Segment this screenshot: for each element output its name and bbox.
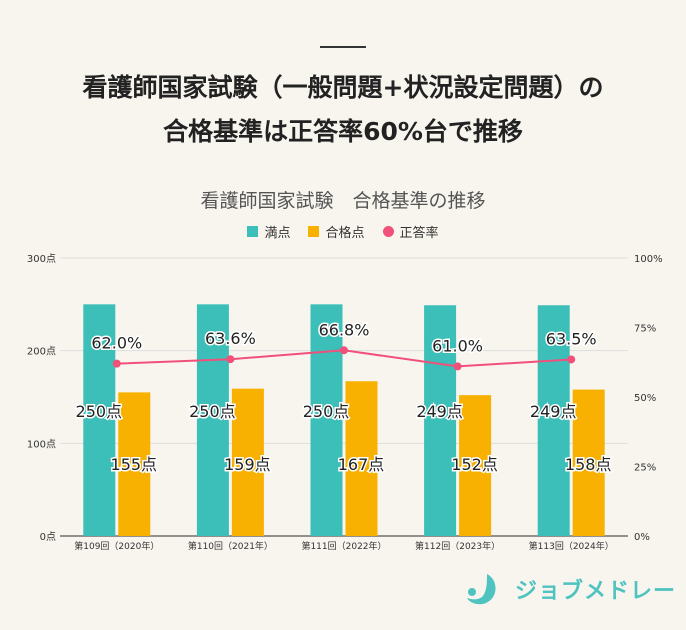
logo-icon	[467, 574, 496, 605]
legend-swatch	[382, 226, 394, 237]
divider	[320, 46, 366, 48]
page-title-line2: 合格基準は正答率60%台で推移	[163, 117, 523, 146]
legend-label: 合格点	[325, 226, 365, 241]
bar-pass-score	[231, 388, 264, 536]
data-label-full-score: 249点	[416, 402, 463, 421]
x-tick-label: 第112回（2023年）	[415, 540, 500, 552]
data-label-pass-score: 159点	[224, 455, 271, 474]
bar-full-score	[310, 304, 343, 536]
right-tick-label: 100%	[634, 254, 663, 265]
legend: 満点 合格点 正答率	[0, 222, 686, 241]
data-label-pass-rate: 62.0%	[91, 334, 142, 353]
legend-item: 正答率	[382, 222, 439, 241]
left-tick-label: 0点	[40, 531, 56, 543]
right-tick-label: 0%	[634, 532, 650, 543]
data-label-full-score: 250点	[303, 402, 350, 421]
point-pass-rate	[112, 359, 121, 368]
data-label-pass-score: 152点	[451, 455, 498, 474]
bar-full-score	[537, 305, 570, 536]
chart-title: 看護師国家試験 合格基準の推移	[200, 190, 486, 212]
page-title-line1: 看護師国家試験（一般問題+状況設定問題）の	[82, 73, 604, 102]
legend-swatch	[247, 226, 259, 237]
x-tick-label: 第110回（2021年）	[188, 540, 273, 552]
data-label-full-score: 250点	[76, 402, 123, 421]
data-label-pass-score: 155点	[111, 455, 158, 474]
data-label-pass-rate: 63.5%	[546, 329, 597, 348]
left-tick-label: 100点	[27, 438, 56, 450]
left-tick-label: 200点	[27, 346, 56, 358]
right-tick-label: 25%	[634, 463, 656, 474]
logo: ジョブメドレー	[465, 572, 676, 606]
legend-item: 満点	[247, 222, 290, 241]
x-tick-label: 第113回（2024年）	[529, 540, 614, 552]
legend-swatch	[308, 226, 320, 237]
right-tick-label: 50%	[634, 393, 656, 404]
data-label-pass-rate: 63.6%	[205, 329, 256, 348]
bar-full-score	[196, 304, 229, 536]
bar-pass-score	[459, 395, 492, 536]
data-label-full-score: 250点	[189, 402, 236, 421]
point-pass-rate	[567, 355, 576, 364]
point-pass-rate	[226, 355, 235, 364]
legend-label: 満点	[264, 226, 291, 241]
data-label-pass-rate: 61.0%	[432, 336, 483, 355]
point-pass-rate	[340, 346, 348, 355]
data-label-pass-rate: 66.8%	[319, 320, 370, 339]
right-tick-label: 75%	[634, 324, 656, 335]
logo-text: ジョブメドレー	[515, 579, 677, 604]
legend-item: 合格点	[308, 222, 365, 241]
bar-full-score	[83, 304, 116, 536]
bar-pass-score	[345, 381, 378, 536]
bar-pass-score	[572, 389, 605, 536]
left-tick-label: 300点	[27, 253, 56, 265]
x-tick-label: 第109回（2020年）	[74, 540, 159, 552]
point-pass-rate	[453, 362, 462, 371]
legend-label: 正答率	[399, 226, 439, 241]
data-label-pass-score: 158点	[565, 455, 612, 474]
data-label-pass-score: 167点	[338, 455, 385, 474]
bar-pass-score	[118, 392, 151, 536]
data-label-full-score: 249点	[530, 402, 577, 421]
x-tick-label: 第111回（2022年）	[301, 540, 386, 552]
bar-full-score	[424, 305, 457, 536]
